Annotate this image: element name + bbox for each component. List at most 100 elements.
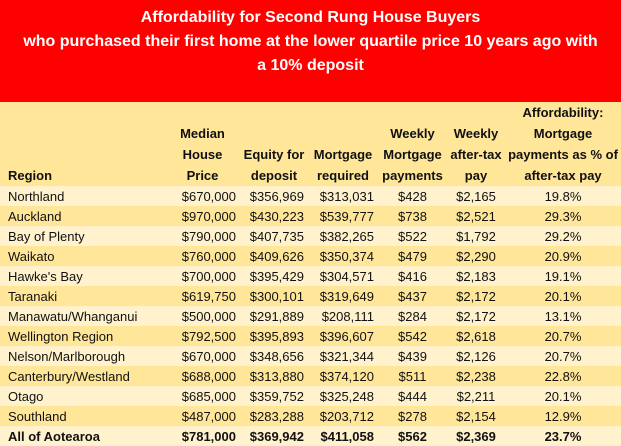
cell-after-tax-pay: $2,369	[456, 428, 496, 444]
cell-median-price: $700,000	[181, 268, 236, 284]
cell-region: Southland	[8, 408, 67, 424]
title-line-1: Affordability for Second Rung House Buye…	[140, 9, 481, 26]
cell-equity: $395,429	[249, 268, 304, 284]
cell-weekly-payments: $479	[398, 248, 427, 264]
cell-after-tax-pay: $2,154	[456, 408, 496, 424]
table-row: Waikato $760,000 $409,626 $350,374 $479 $2,29…	[0, 246, 621, 266]
table-row: Hawke's Bay $700,000 $395,429 $304,571 $416 $…	[0, 266, 621, 286]
cell-weekly-payments: $444	[398, 388, 427, 404]
cell-equity: $291,889	[249, 308, 304, 324]
cell-equity: $359,752	[249, 388, 304, 404]
cell-affordability: 22.8%	[544, 368, 582, 384]
cell-weekly-payments: $738	[398, 208, 427, 224]
table-row: Manawatu/Whanganui $500,000 $291,889 $208,1…	[0, 306, 621, 326]
header-after-tax-pay: Weekly after-tax pay	[447, 102, 505, 186]
header-row: Region Median House Price Equity for dep…	[0, 102, 621, 186]
cell-after-tax-pay: $1,792	[456, 228, 496, 244]
cell-weekly-payments: $511	[398, 368, 427, 384]
cell-affordability: 19.1%	[544, 268, 582, 284]
cell-affordability: 13.1%	[544, 308, 582, 324]
cell-region: Waikato	[8, 248, 55, 264]
cell-affordability: 23.7%	[544, 428, 582, 444]
table-row: Northland $670,000 $356,969 $313,031 $428 $2,…	[0, 186, 621, 206]
cell-region: Nelson/Marlborough	[8, 348, 126, 364]
cell-weekly-payments: $278	[398, 408, 427, 424]
cell-after-tax-pay: $2,126	[456, 348, 496, 364]
cell-weekly-payments: $416	[398, 268, 427, 284]
cell-mortgage: $325,248	[319, 388, 374, 404]
table-row: Nelson/Marlborough $670,000 $348,656 $321,3…	[0, 346, 621, 366]
cell-median-price: $792,500	[181, 328, 236, 344]
cell-median-price: $781,000	[181, 428, 236, 444]
header-median-price: Median House Price	[165, 102, 240, 186]
cell-weekly-payments: $522	[398, 228, 427, 244]
cell-mortgage: $321,344	[319, 348, 374, 364]
cell-region: Otago	[8, 388, 44, 404]
cell-affordability: 19.8%	[544, 188, 582, 204]
cell-equity: $313,880	[249, 368, 304, 384]
cell-equity: $430,223	[249, 208, 304, 224]
table-row: Taranaki $619,750 $300,101 $319,649 $437 $2,1…	[0, 286, 621, 306]
cell-mortgage: $208,111	[321, 308, 374, 324]
cell-equity: $407,735	[249, 228, 304, 244]
cell-median-price: $685,000	[181, 388, 236, 404]
cell-weekly-payments: $284	[398, 308, 427, 324]
cell-affordability: 20.7%	[544, 328, 582, 344]
cell-after-tax-pay: $2,183	[456, 268, 496, 284]
cell-equity: $283,288	[249, 408, 304, 424]
table-row: Southland $487,000 $283,288 $203,712 $278 $2,…	[0, 406, 621, 426]
cell-median-price: $670,000	[181, 188, 236, 204]
header-mortgage: Mortgage required	[308, 102, 378, 186]
cell-region: Canterbury/Westland	[8, 368, 130, 384]
cell-affordability: 20.7%	[544, 348, 582, 364]
cell-after-tax-pay: $2,172	[456, 308, 496, 324]
header-equity: Equity for deposit	[240, 102, 308, 186]
header-affordability: Affordability: Mortgage payments as % of…	[505, 102, 621, 186]
cell-mortgage: $382,265	[319, 228, 374, 244]
cell-region: Bay of Plenty	[8, 228, 85, 244]
cell-equity: $395,893	[249, 328, 304, 344]
cell-region: All of Aotearoa	[8, 428, 100, 444]
cell-region: Wellington Region	[8, 328, 114, 344]
cell-mortgage: $374,120	[319, 368, 374, 384]
cell-equity: $369,942	[249, 428, 304, 444]
cell-after-tax-pay: $2,165	[456, 188, 496, 204]
cell-weekly-payments: $562	[398, 428, 427, 444]
cell-region: Manawatu/Whanganui	[8, 308, 138, 324]
cell-affordability: 20.9%	[544, 248, 582, 264]
cell-mortgage: $203,712	[319, 408, 374, 424]
cell-after-tax-pay: $2,290	[456, 248, 496, 264]
cell-region: Auckland	[8, 208, 62, 224]
cell-median-price: $790,000	[181, 228, 236, 244]
cell-median-price: $688,000	[181, 368, 236, 384]
cell-median-price: $500,000	[181, 308, 236, 324]
table-row: Canterbury/Westland $688,000 $313,880 $374,…	[0, 366, 621, 386]
header-region: Region	[0, 102, 165, 186]
cell-after-tax-pay: $2,238	[456, 368, 496, 384]
title-line-2: who purchased their first home at the lo…	[23, 33, 598, 50]
cell-weekly-payments: $439	[398, 348, 427, 364]
cell-mortgage: $539,777	[319, 208, 374, 224]
cell-median-price: $619,750	[181, 288, 236, 304]
cell-mortgage: $313,031	[319, 188, 374, 204]
cell-equity: $300,101	[249, 288, 304, 304]
cell-after-tax-pay: $2,618	[456, 328, 496, 344]
table-row: Bay of Plenty $790,000 $407,735 $382,265 $52…	[0, 226, 621, 246]
cell-region: Northland	[8, 188, 65, 204]
cell-affordability: 29.3%	[544, 208, 582, 224]
cell-weekly-payments: $542	[398, 328, 427, 344]
cell-region: Taranaki	[8, 288, 58, 304]
cell-after-tax-pay: $2,172	[456, 288, 496, 304]
cell-affordability: 12.9%	[544, 408, 582, 424]
cell-mortgage: $304,571	[319, 268, 374, 284]
total-row: All of Aotearoa $781,000 $369,942 $411,058 $…	[0, 426, 621, 446]
cell-equity: $348,656	[249, 348, 304, 364]
cell-affordability: 20.1%	[544, 388, 582, 404]
cell-region: Hawke's Bay	[8, 268, 83, 284]
cell-affordability: 20.1%	[544, 288, 582, 304]
cell-mortgage: $319,649	[319, 288, 374, 304]
cell-after-tax-pay: $2,211	[456, 388, 496, 404]
table-row: Otago $685,000 $359,752 $325,248 $444 $2,211 2…	[0, 386, 621, 406]
cell-median-price: $487,000	[181, 408, 236, 424]
cell-affordability: 29.2%	[544, 228, 582, 244]
